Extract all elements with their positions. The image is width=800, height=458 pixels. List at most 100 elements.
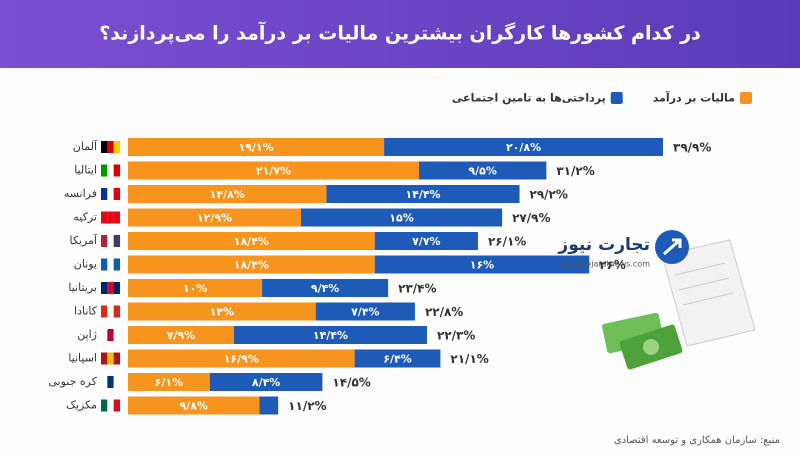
flag [113, 282, 121, 294]
flag [107, 211, 114, 224]
bar-segment [128, 232, 375, 250]
segment-label: ۱۴% [210, 306, 234, 319]
segment-label: ۱۸/۴% [234, 235, 269, 248]
flag [101, 235, 108, 247]
country-label: ایتالیا [74, 164, 97, 177]
bar-segment [374, 232, 478, 250]
source: منبع: سازمان همکاری و توسعه اقتصادی [614, 435, 780, 446]
flag [107, 235, 114, 247]
bar-segment [128, 161, 419, 180]
total-label: ۲۲/۸% [425, 305, 463, 319]
segment-label: ۷/۹% [167, 329, 195, 342]
flag [101, 141, 108, 153]
flag [107, 376, 114, 388]
legend-swatch [740, 92, 752, 104]
bar-segment [354, 349, 441, 368]
country-label: آمریکا [69, 233, 97, 247]
bar-segment [128, 396, 260, 415]
logo-url: www.tejaratnews.com [562, 260, 650, 269]
flag [107, 188, 114, 200]
country-label: کانادا [74, 305, 98, 318]
header [0, 0, 800, 68]
bar-segment [259, 396, 279, 415]
bar-segment [315, 302, 415, 321]
total-label: ۲۲/۳% [437, 329, 475, 343]
total-label: ۲۷/۹% [512, 211, 550, 225]
flag [113, 305, 121, 318]
chart-title: در کدام کشورها کارگران بیشترین مالیات بر… [99, 21, 701, 45]
segment-label: ۱۰% [183, 282, 207, 295]
segment-label: ۱۹/۱% [238, 141, 273, 154]
flag [113, 188, 121, 200]
flag [107, 399, 114, 412]
segment-label: ۲۰/۸% [506, 141, 541, 154]
segment-label: ۱۶/۹% [224, 353, 259, 366]
country-label: یونان [74, 258, 97, 271]
total-label: ۲۹/۲% [530, 188, 568, 202]
country-label: مکزیک [66, 399, 97, 412]
flag [113, 211, 121, 224]
country-label: کره جنوبی [48, 375, 97, 388]
segment-label: ۱۸/۴% [234, 259, 269, 272]
flag [101, 352, 108, 365]
flag [101, 399, 108, 412]
bar-segment [300, 208, 503, 227]
segment-label: ۷/۴% [351, 306, 379, 319]
segment-label: ۶/۴% [383, 353, 411, 366]
legend-swatch [610, 92, 623, 104]
flag [101, 211, 108, 224]
total-label: ۲۶/۱% [488, 235, 526, 249]
segment-label: ۱۴/۴% [405, 188, 440, 201]
flag [107, 352, 114, 365]
flag [101, 305, 108, 318]
bar-segment [128, 138, 385, 156]
segment-label: ۲۱/۷% [256, 165, 291, 178]
bar-segment [262, 279, 389, 297]
country-label: فرانسه [64, 187, 97, 200]
segment-label: ۱۲/۹% [197, 212, 232, 225]
bar-segment [128, 349, 355, 368]
bar-segment [418, 161, 547, 180]
segment-label: ۱۶% [470, 259, 494, 272]
legend-label: مالیات بر درآمد [653, 91, 735, 105]
flag [113, 399, 121, 412]
segment-label: ۷/۷% [412, 235, 440, 248]
bar-segment [128, 208, 301, 227]
country-label: ترکیه [73, 211, 97, 224]
country-label: آلمان [73, 139, 98, 153]
bar-segment [384, 138, 663, 156]
flag [107, 282, 114, 294]
flag [107, 164, 114, 177]
flag [113, 141, 121, 153]
legend-label: پرداختی‌ها به تامین اجتماعی [452, 92, 606, 105]
flag [107, 258, 114, 271]
segment-label: ۱۴/۸% [210, 188, 245, 201]
flag [101, 258, 108, 271]
country-label: بریتانیا [68, 281, 97, 294]
flag [113, 258, 121, 271]
bar-segment [233, 326, 428, 344]
legend: مالیات بر درآمد پرداختی‌ها به تامین اجتما… [452, 91, 752, 105]
segment-label: ۶/۱% [155, 376, 183, 389]
segment-label: ۱۵% [389, 212, 413, 225]
country-label: اسپانیا [68, 352, 97, 365]
flag [101, 164, 108, 177]
total-label: ۲۳/۴% [398, 282, 436, 296]
logo-name: تجارت نیوز [557, 235, 650, 255]
total-label: ۱۴/۵% [332, 376, 370, 390]
segment-label: ۹/۵% [468, 165, 496, 178]
segment-label: ۱۴/۴% [313, 329, 348, 342]
segment-label: ۹/۴% [311, 282, 339, 295]
total-label: ۱۱/۲% [288, 399, 326, 413]
flag [107, 305, 114, 318]
bar-segment [326, 185, 520, 203]
flag [107, 329, 114, 341]
country-label: ژاپن [77, 328, 97, 341]
segment-label: ۹/۸% [179, 400, 207, 413]
bar-segment [128, 373, 210, 391]
bar-segment [374, 255, 590, 274]
flag [113, 235, 121, 247]
flag [101, 188, 108, 200]
total-label: ۲۱/۱% [450, 352, 488, 366]
